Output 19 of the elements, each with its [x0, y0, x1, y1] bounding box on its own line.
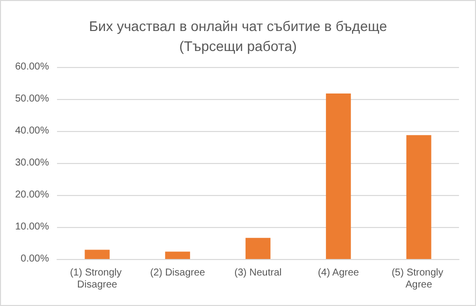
x-tick-label: (4) Agree — [318, 268, 360, 278]
y-tick-label: 10.00% — [15, 222, 50, 232]
y-tick-label: 20.00% — [15, 190, 50, 200]
x-tick-label: (5) Strongly Agree — [392, 268, 446, 290]
x-tick-label: (1) Strongly Disagree — [70, 268, 124, 290]
y-tick-label: 40.00% — [15, 126, 50, 136]
bar — [406, 135, 432, 259]
x-tick-label: (2) Disagree — [150, 268, 206, 278]
bar — [165, 252, 190, 259]
bar — [84, 250, 110, 259]
y-tick-label: 50.00% — [15, 94, 50, 104]
bar — [326, 94, 351, 259]
bar — [246, 238, 270, 259]
chart-subtitle: (Търсещи работа) — [179, 38, 297, 54]
x-tick-label: (3) Neutral — [234, 268, 282, 278]
y-tick-label: 60.00% — [15, 62, 50, 72]
y-tick-label: 0.00% — [20, 254, 50, 264]
y-tick-label: 30.00% — [15, 158, 50, 168]
chart-title: Бих участвал в онлайн чат събитие в бъдеще — [88, 18, 388, 34]
